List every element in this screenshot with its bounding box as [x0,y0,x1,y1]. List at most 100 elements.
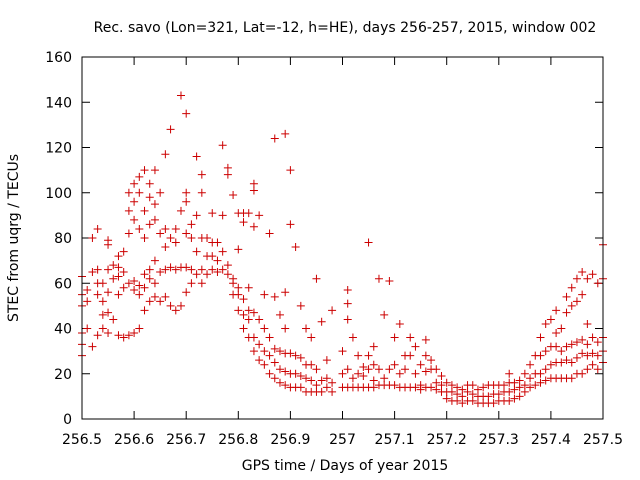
data-point-marker [572,353,581,362]
data-point-marker [583,274,592,283]
data-point-marker [531,381,540,390]
data-point-marker [322,383,331,392]
data-point-marker [223,261,232,270]
data-point-marker [588,349,597,358]
data-point-marker [322,356,331,365]
data-point-marker [135,172,144,181]
data-point-marker [348,333,357,342]
data-point-marker [145,179,154,188]
data-point-marker [437,372,446,381]
data-point-marker [104,265,113,274]
data-point-marker [150,292,159,301]
data-point-marker [541,365,550,374]
data-point-marker [364,365,373,374]
data-point-marker [562,292,571,301]
data-point-marker [93,265,102,274]
data-point-marker [541,376,550,385]
data-point-marker [270,374,279,383]
data-point-marker [249,347,258,356]
data-point-marker [114,252,123,261]
data-point-marker [515,376,524,385]
data-point-marker [281,324,290,333]
data-point-marker [296,353,305,362]
data-point-marker [135,224,144,233]
data-point-marker [578,349,587,358]
data-point-marker [359,362,368,371]
data-point-marker [166,301,175,310]
data-point-marker [578,335,587,344]
data-point-marker [234,245,243,254]
data-point-marker [552,342,561,351]
y-tick-label: 40 [54,322,72,338]
data-point-marker [458,392,467,401]
data-point-marker [161,224,170,233]
data-point-marker [411,369,420,378]
data-point-marker [135,324,144,333]
data-point-marker [135,290,144,299]
data-point-marker [578,290,587,299]
data-point-marker [130,329,139,338]
data-point-marker [145,297,154,306]
data-point-marker [255,340,264,349]
data-point-marker [291,351,300,360]
data-point-marker [98,324,107,333]
data-point-marker [229,191,238,200]
data-point-marker [104,236,113,245]
data-point-marker [395,369,404,378]
data-point-marker [197,188,206,197]
data-point-marker [432,378,441,387]
data-point-marker [156,188,165,197]
data-point-marker [302,374,311,383]
data-point-marker [380,310,389,319]
data-point-marker [390,381,399,390]
plot-frame [81,56,604,420]
data-point-marker [249,179,258,188]
data-point-marker [161,265,170,274]
data-point-marker [192,247,201,256]
data-point-marker [182,188,191,197]
data-point-marker [536,351,545,360]
data-point-marker [432,365,441,374]
data-point-marker [447,381,456,390]
data-point-marker [156,267,165,276]
data-point-marker [401,365,410,374]
data-point-marker [208,252,217,261]
data-point-marker [411,383,420,392]
data-point-marker [156,229,165,238]
data-points [78,91,607,408]
data-point-marker [437,381,446,390]
data-point-marker [302,324,311,333]
data-point-marker [567,358,576,367]
data-point-marker [369,376,378,385]
data-point-marker [124,331,133,340]
data-point-marker [244,209,253,218]
data-point-marker [182,263,191,272]
data-point-marker [223,270,232,279]
data-point-marker [150,279,159,288]
data-point-marker [104,288,113,297]
data-point-marker [583,365,592,374]
data-point-marker [234,290,243,299]
data-point-marker [98,310,107,319]
data-point-marker [380,374,389,383]
data-point-marker [98,297,107,306]
data-point-marker [182,109,191,118]
data-point-marker [588,270,597,279]
data-point-marker [140,166,149,175]
data-point-marker [255,211,264,220]
chart-title: Rec. savo (Lon=321, Lat=-12, h=HE), days… [94,20,597,36]
data-point-marker [270,358,279,367]
data-point-marker [93,331,102,340]
data-point-marker [354,369,363,378]
x-tick-label: 257.3 [479,432,519,448]
data-point-marker [218,247,227,256]
data-point-marker [500,381,509,390]
data-point-marker [442,394,451,403]
data-point-marker [166,263,175,272]
x-tick-label: 256.5 [62,432,102,448]
data-point-marker [411,342,420,351]
data-point-marker [557,358,566,367]
data-point-marker [192,211,201,220]
data-point-marker [291,243,300,252]
data-point-marker [468,396,477,405]
